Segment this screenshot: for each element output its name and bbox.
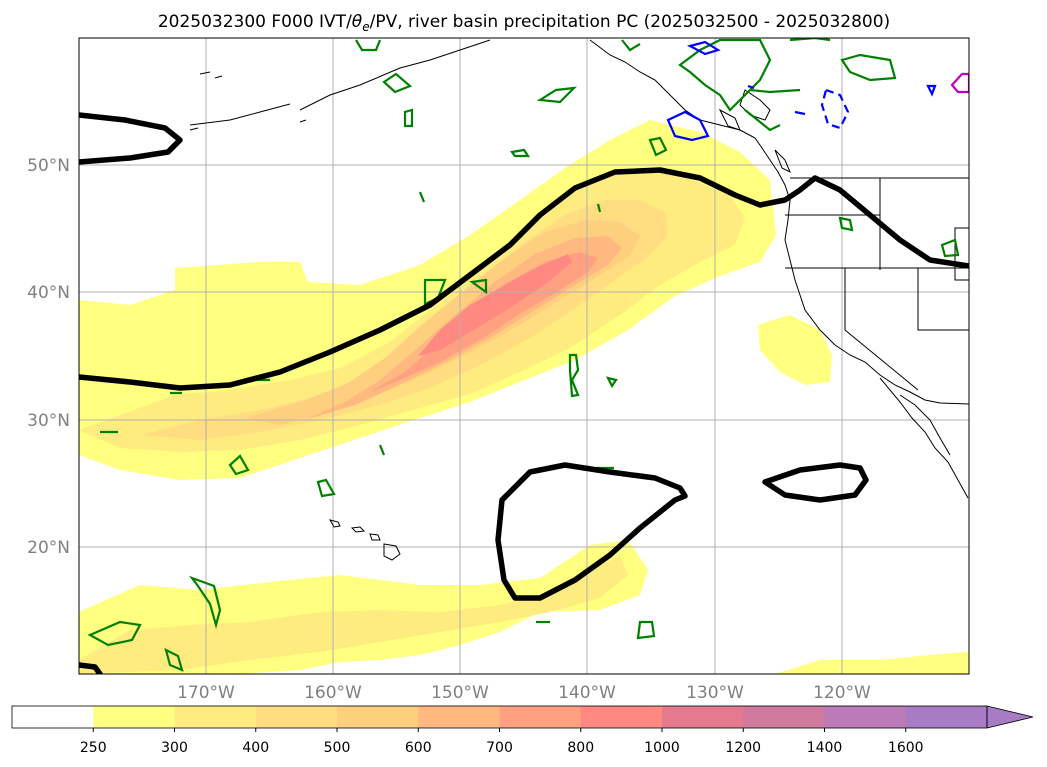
lat-label-20n: 20°N [27, 538, 70, 558]
ivt-shading [79, 120, 969, 674]
colorbar-segment [824, 706, 907, 728]
colorbar-tick-label: 1000 [644, 740, 680, 756]
ivt-band-250-corner [775, 652, 969, 674]
lat-label-30n: 30°N [27, 411, 70, 431]
figure-title: 2025032300 F000 IVT/θe/PV, river basin p… [158, 12, 890, 34]
colorbar-tick-label: 400 [242, 740, 269, 756]
colorbar-tick-label: 700 [486, 740, 513, 756]
colorbar-segment [93, 706, 175, 728]
alaska-coast [189, 39, 756, 139]
precip-contours [87, 38, 969, 672]
colorbar-tick-label: 1200 [725, 740, 761, 756]
pv-contour-north [79, 112, 183, 165]
coastlines [189, 39, 969, 561]
lon-label-120w: 120°W [813, 683, 871, 703]
map-frame [78, 37, 970, 675]
colorbar-segment [174, 706, 257, 728]
lon-label-170w: 170°W [177, 683, 235, 703]
colorbar-segments [12, 706, 988, 728]
colorbar-tick-label: 250 [80, 740, 107, 756]
colorbar-tick-label: 1400 [807, 740, 843, 756]
colorbar-segment [255, 706, 338, 728]
baja-gulf [899, 394, 951, 456]
baja-coast [879, 377, 969, 499]
latitude-labels: 50°N 40°N 30°N 20°N [27, 156, 70, 558]
colorbar-segment [905, 706, 988, 728]
lon-label-130w: 130°W [686, 683, 744, 703]
colorbar-tick-label: 600 [405, 740, 432, 756]
colorbar-segment [337, 706, 419, 728]
colorbar-tick-label: 800 [567, 740, 594, 756]
longitude-labels: 170°W 160°W 150°W 140°W 130°W 120°W [177, 683, 871, 703]
aleutian-islands [189, 71, 307, 131]
precip-extreme [950, 72, 969, 94]
colorbar-ticks: 250 300 400 500 600 700 800 1000 1200 1400 1600 [80, 728, 924, 756]
pv-contours [79, 112, 969, 674]
pv-contour-loop-west [495, 462, 688, 601]
lat-label-50n: 50°N [27, 156, 70, 176]
colorbar-segment [418, 706, 500, 728]
gridlines [79, 38, 969, 674]
colorbar-segment [12, 706, 94, 728]
bc-islands [718, 89, 791, 174]
ivt-band-300-south [79, 556, 628, 674]
colorbar-tick-label: 300 [161, 740, 188, 756]
ivt-band-800 [418, 254, 572, 356]
colorbar-segment [743, 706, 825, 728]
lon-label-150w: 150°W [431, 683, 489, 703]
pv-contour-loop-east [762, 462, 869, 503]
lat-label-40n: 40°N [27, 283, 70, 303]
colorbar-segment [580, 706, 663, 728]
lon-label-160w: 160°W [304, 683, 362, 703]
colorbar-tick-label: 1600 [888, 740, 924, 756]
colorbar-extend-arrow [986, 705, 1034, 729]
map-panel [78, 37, 970, 675]
hawaii-islands [328, 519, 401, 561]
north-america-coast [754, 137, 969, 405]
colorbar-tick-label: 500 [324, 740, 351, 756]
pv-contour-main [79, 167, 969, 391]
ivt-band-250-california [758, 315, 832, 385]
colorbar: 250 300 400 500 600 700 800 1000 1200 1400 1600 [11, 705, 1034, 756]
precip-negative [666, 40, 937, 142]
state-borders [785, 178, 969, 391]
lon-label-140w: 140°W [558, 683, 616, 703]
colorbar-segment [662, 706, 744, 728]
pv-contour-corner [79, 662, 103, 674]
colorbar-segment [499, 706, 582, 728]
